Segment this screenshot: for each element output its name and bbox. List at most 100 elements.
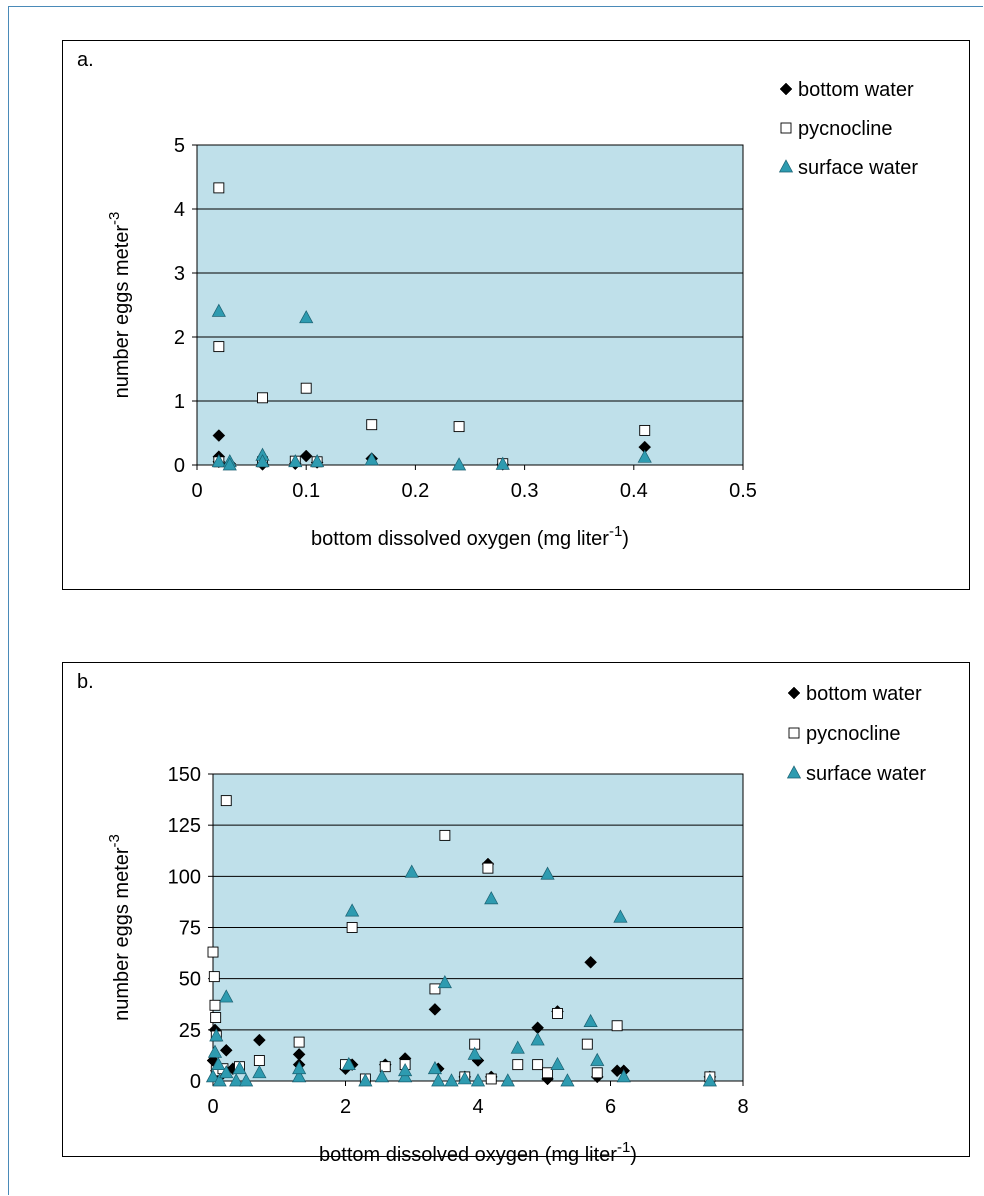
data-point — [213, 182, 225, 194]
data-point — [292, 1069, 307, 1083]
x-tick-label: 0.4 — [620, 480, 648, 502]
data-point — [310, 454, 325, 468]
data-point — [552, 1008, 563, 1019]
x-axis-label-sup: -1 — [609, 523, 622, 540]
y-tick-label: 4 — [174, 199, 185, 221]
data-point — [485, 1073, 497, 1085]
data-point — [239, 1073, 254, 1087]
data-point — [495, 456, 510, 470]
data-point — [702, 1073, 717, 1087]
y-tick-label: 50 — [179, 969, 201, 991]
data-point — [560, 1073, 575, 1087]
legend-marker — [787, 686, 801, 700]
legend-marker — [788, 727, 800, 739]
data-point — [232, 1060, 247, 1075]
data-point — [470, 1073, 486, 1087]
y-tick-label: 1 — [174, 391, 185, 413]
series-surface-water — [211, 303, 652, 471]
data-point — [212, 429, 226, 442]
y-tick-label: 0 — [190, 1071, 201, 1093]
legend-marker — [786, 765, 802, 779]
page-frame — [8, 6, 983, 1195]
x-axis-label: bottom dissolved oxygen (mg liter-1) — [311, 523, 629, 550]
data-point — [211, 1056, 226, 1070]
data-point — [219, 1065, 234, 1079]
data-point — [439, 829, 451, 841]
data-point — [584, 955, 597, 969]
data-point — [208, 971, 220, 983]
x-tick-label: 0.1 — [292, 480, 320, 502]
legend-label: pycnocline — [806, 723, 901, 745]
y-tick-label: 3 — [174, 263, 185, 285]
data-point — [431, 1073, 446, 1087]
data-point — [213, 341, 225, 353]
x-axis-label-sup: -1 — [617, 1139, 630, 1156]
y-tick-label: 150 — [168, 764, 201, 786]
data-point — [220, 795, 232, 807]
x-axis-label-text: bottom dissolved oxygen (mg liter — [311, 528, 609, 550]
data-point — [209, 1028, 224, 1042]
y-axis-label: number eggs meter-3 — [106, 834, 133, 1021]
x-axis-label-text: bottom dissolved oxygen (mg liter — [319, 1144, 617, 1166]
data-point — [366, 419, 378, 431]
data-point — [293, 1036, 305, 1048]
data-point — [288, 454, 303, 468]
data-point — [207, 946, 219, 958]
y-tick-label: 125 — [168, 815, 201, 837]
series-surface-water — [205, 864, 717, 1087]
data-point — [229, 1073, 244, 1087]
data-point — [590, 1052, 605, 1066]
data-point — [613, 909, 628, 923]
legend-label: surface water — [798, 157, 918, 179]
data-point — [212, 1073, 227, 1087]
data-point — [219, 989, 234, 1003]
data-point — [512, 1059, 524, 1071]
data-point — [379, 1061, 391, 1073]
data-point — [510, 1040, 525, 1054]
data-point — [210, 1012, 222, 1024]
data-point — [345, 903, 360, 917]
data-point — [583, 1013, 598, 1027]
y-axis-label-sup: -3 — [106, 212, 123, 225]
x-tick-label: 4 — [472, 1096, 483, 1118]
y-axis-label-text: number eggs meter — [111, 847, 133, 1021]
data-point — [427, 1060, 443, 1075]
legend-marker — [779, 82, 793, 96]
data-point — [457, 1071, 472, 1085]
data-point — [299, 449, 313, 463]
data-point — [252, 1065, 267, 1079]
data-point — [611, 1020, 623, 1032]
y-tick-label: 100 — [168, 866, 201, 888]
data-point — [364, 452, 379, 466]
data-point — [581, 1038, 593, 1050]
data-point — [484, 891, 499, 905]
chart-panel-a: a. 0 1 2 3 4 5 0 0.1 0.2 0.3 0.4 0.5 bottom dissolve… — [62, 40, 970, 590]
scatter-chart-a: 0 1 2 3 4 5 0 0.1 0.2 0.3 0.4 0.5 bottom dissolved o… — [106, 79, 918, 550]
data-point — [540, 866, 555, 880]
y-axis-label-text: number eggs meter — [111, 225, 133, 399]
x-axis-label: bottom dissolved oxygen (mg liter-1) — [319, 1139, 637, 1166]
x-tick-label: 0.5 — [729, 480, 757, 502]
data-point — [255, 454, 270, 468]
legend-label: bottom water — [798, 79, 914, 101]
data-point — [532, 1059, 544, 1071]
x-tick-label: 0.2 — [401, 480, 429, 502]
data-point — [404, 864, 419, 878]
data-point — [299, 310, 314, 324]
legend-marker — [780, 122, 792, 134]
data-point — [482, 862, 494, 874]
data-point — [253, 1055, 265, 1066]
data-point — [257, 392, 268, 404]
data-point — [616, 1069, 631, 1083]
data-point — [209, 999, 221, 1011]
data-point — [374, 1069, 390, 1083]
y-tick-label: 75 — [179, 918, 201, 940]
y-axis-label-sup: -3 — [106, 834, 123, 847]
data-point — [292, 1060, 307, 1075]
plot-area — [197, 145, 743, 465]
data-point — [637, 449, 652, 463]
x-tick-label: 8 — [737, 1096, 748, 1118]
data-point — [429, 983, 441, 995]
data-point — [550, 1056, 565, 1070]
x-tick-label: 0 — [191, 480, 202, 502]
